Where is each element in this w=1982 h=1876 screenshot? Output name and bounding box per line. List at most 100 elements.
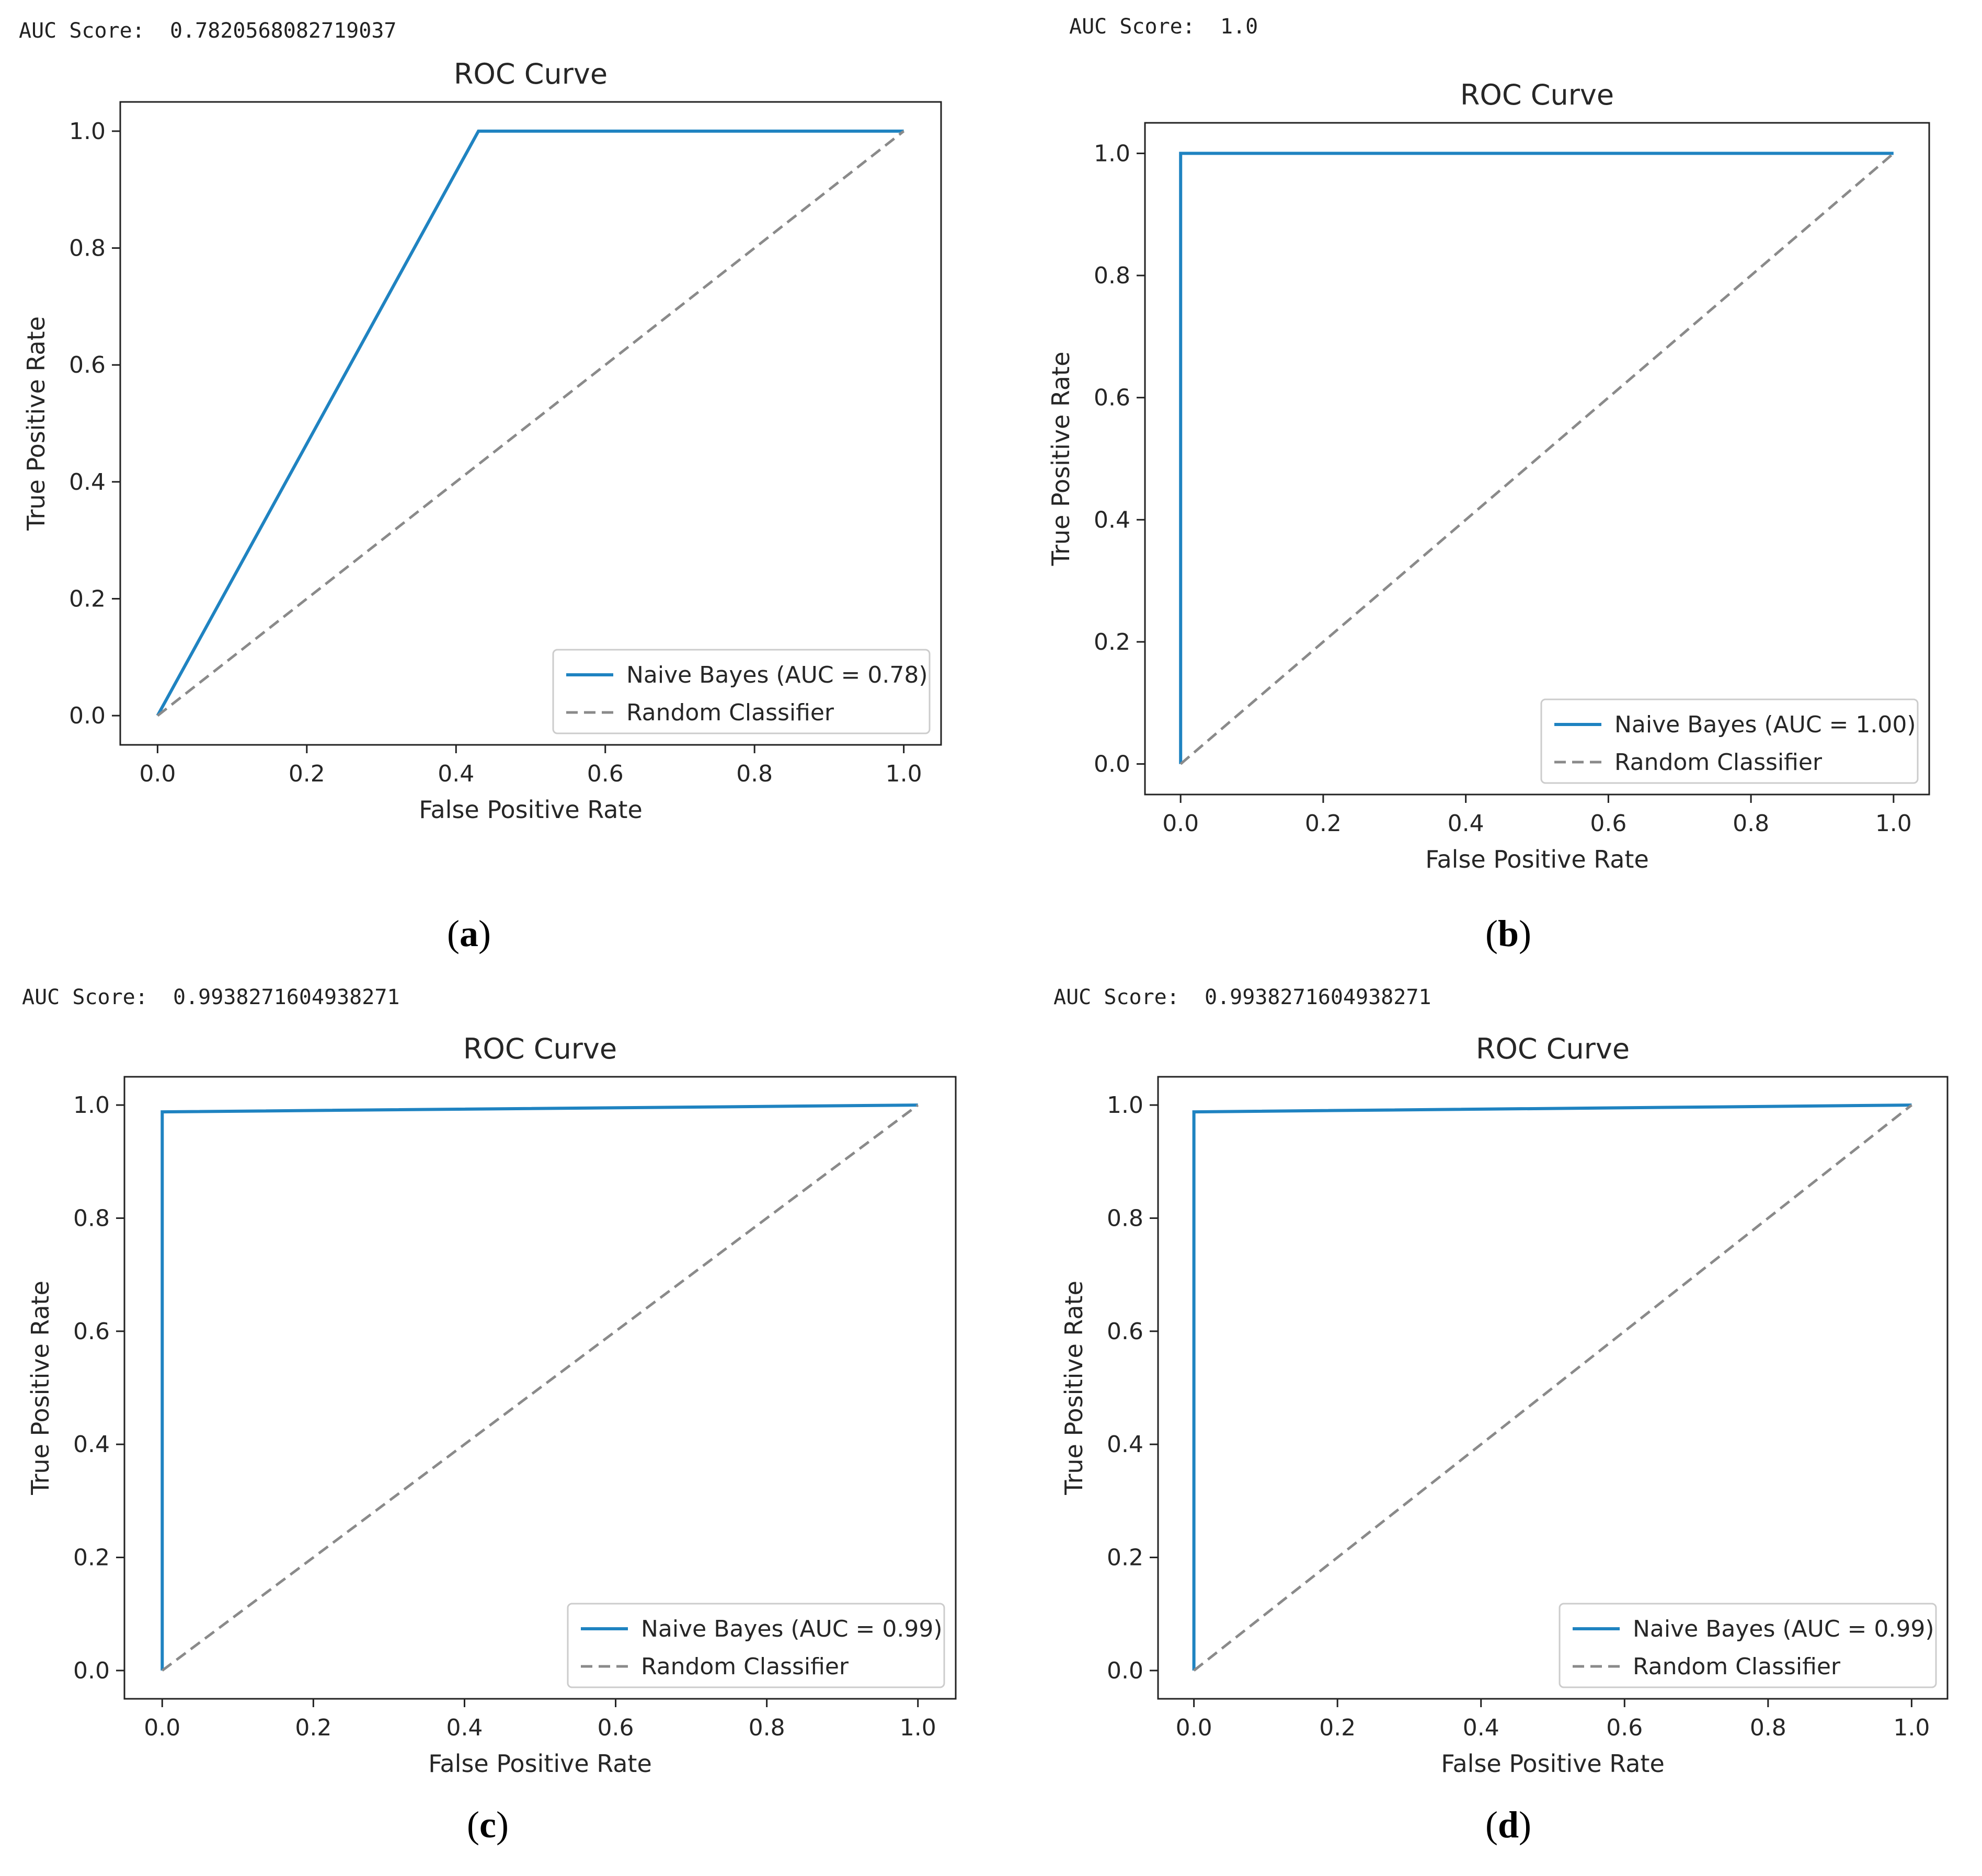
legend: Naive Bayes (AUC = 1.00) Random Classifie…	[1540, 698, 1919, 784]
auc-score-value: 1.0	[1220, 15, 1258, 39]
panel-caption-d: (d)	[1485, 1804, 1532, 1846]
x-tick-label: 0.8	[736, 761, 773, 787]
plot-area-frame	[1144, 122, 1930, 796]
x-tick-label: 0.8	[1733, 810, 1769, 837]
y-tick-label: 0.4	[73, 1431, 110, 1458]
y-tick-label: 0.6	[73, 1318, 110, 1345]
x-tick-label: 0.2	[1319, 1714, 1356, 1741]
legend-box	[567, 1603, 945, 1688]
y-tick-label: 0.4	[69, 469, 106, 496]
y-tick-label: 0.2	[1107, 1545, 1143, 1571]
x-tick-label: 1.0	[900, 1714, 936, 1741]
roc-chart-c: ROC Curve 0.0 0.2 0.4 0.6 0.8 1.0 0.0 0.2 0.4 0.6 0…	[26, 1032, 957, 1778]
plot-area-frame	[119, 101, 942, 746]
x-tick-label: 0.8	[1750, 1714, 1786, 1741]
x-tick-label: 0.6	[587, 761, 624, 787]
random-classifier-line	[1193, 1104, 1912, 1672]
roc-chart-b: ROC Curve 0.0 0.2 0.4 0.6 0.8 1.0 0.0 0.2 0.4 0.6 0…	[1047, 78, 1930, 873]
legend-box	[1559, 1603, 1937, 1688]
legend-entry-label: Naive Bayes (AUC = 1.00)	[1614, 711, 1916, 738]
x-tick-label: 0.6	[1590, 810, 1626, 837]
x-axis-label: False Positive Rate	[1441, 1750, 1665, 1778]
legend: Naive Bayes (AUC = 0.99) Random Classifie…	[1559, 1603, 1937, 1688]
legend: Naive Bayes (AUC = 0.99) Random Classifie…	[567, 1603, 945, 1688]
auc-score-value: 0.9938271604938271	[1205, 985, 1431, 1009]
auc-score-label: AUC Score:	[1053, 985, 1179, 1009]
y-tick-label: 0.6	[1107, 1318, 1143, 1345]
x-tick-label: 0.4	[438, 761, 474, 787]
legend-entry-label: Naive Bayes (AUC = 0.78)	[626, 662, 928, 688]
y-tick-label: 1.0	[69, 118, 106, 145]
auc-score-readout-b: AUC Score: 1.0	[1069, 15, 1258, 39]
roc-chart-a: ROC Curve 0.0 0.2 0.4 0.6 0.8 1.0 0.0 0.2 0.4 0.6 0…	[22, 57, 942, 824]
y-tick-label: 1.0	[73, 1092, 110, 1119]
chart-title: ROC Curve	[1476, 1032, 1630, 1065]
roc-curve-line	[1192, 1103, 1912, 1671]
x-tick-label: 1.0	[886, 761, 922, 787]
x-tick-label: 0.2	[289, 761, 325, 787]
x-tick-label: 0.0	[1176, 1714, 1212, 1741]
x-tick-label: 0.0	[1162, 810, 1199, 837]
plot-area-frame	[1157, 1076, 1949, 1700]
y-axis-label: True Positive Rate	[1047, 352, 1075, 567]
auc-score-readout-d: AUC Score: 0.9938271604938271	[1053, 985, 1431, 1009]
x-tick-label: 0.8	[749, 1714, 785, 1741]
y-tick-label: 1.0	[1094, 140, 1130, 167]
chart-title: ROC Curve	[463, 1032, 617, 1065]
x-tick-label: 1.0	[1893, 1714, 1930, 1741]
panel-caption-b: (b)	[1485, 913, 1532, 954]
y-tick-label: 0.0	[1107, 1658, 1143, 1684]
roc-curve-line	[161, 1103, 918, 1671]
auc-score-readout-a: AUC Score: 0.7820568082719037	[19, 19, 396, 43]
x-tick-label: 0.4	[1463, 1714, 1499, 1741]
roc-curve-line	[1179, 152, 1894, 764]
random-classifier-line	[156, 130, 905, 717]
x-tick-label: 0.0	[144, 1714, 180, 1741]
x-tick-label: 1.0	[1875, 810, 1912, 837]
y-tick-label: 0.2	[69, 585, 106, 612]
legend-entry-label: Random Classifier	[641, 1653, 849, 1680]
chart-title: ROC Curve	[454, 57, 608, 90]
panel-caption-c: (c)	[467, 1804, 509, 1846]
legend-entry-label: Random Classifier	[1614, 749, 1823, 776]
y-tick-label: 0.6	[69, 352, 106, 378]
y-tick-label: 0.4	[1094, 507, 1130, 533]
x-tick-label: 0.2	[1305, 810, 1342, 837]
auc-score-label: AUC Score:	[1069, 15, 1195, 39]
y-tick-label: 0.0	[1094, 751, 1130, 778]
legend-box	[552, 649, 931, 734]
y-tick-label: 0.8	[1094, 262, 1130, 289]
legend-entry-label: Random Classifier	[1633, 1653, 1841, 1680]
x-tick-label: 0.2	[295, 1714, 331, 1741]
y-tick-label: 0.8	[1107, 1205, 1143, 1232]
y-tick-label: 0.8	[69, 235, 106, 262]
x-axis-label: False Positive Rate	[1425, 845, 1649, 873]
auc-score-value: 0.7820568082719037	[170, 19, 397, 43]
x-tick-label: 0.0	[139, 761, 176, 787]
random-classifier-line	[1179, 152, 1895, 765]
x-axis-label: False Positive Rate	[419, 796, 643, 824]
y-tick-label: 0.8	[73, 1205, 110, 1232]
y-tick-label: 0.2	[73, 1545, 110, 1571]
plot-area-frame	[123, 1076, 957, 1700]
random-classifier-line	[161, 1104, 919, 1672]
auc-score-label: AUC Score:	[19, 19, 145, 43]
roc-chart-d: ROC Curve 0.0 0.2 0.4 0.6 0.8 1.0 0.0 0.2 0.4 0.6 0…	[1060, 1032, 1949, 1778]
y-tick-label: 0.0	[73, 1658, 110, 1684]
y-tick-label: 0.2	[1094, 629, 1130, 655]
legend-entry-label: Naive Bayes (AUC = 0.99)	[641, 1616, 943, 1642]
y-tick-label: 1.0	[1107, 1092, 1143, 1119]
y-tick-label: 0.0	[69, 703, 106, 729]
x-tick-label: 0.6	[1606, 1714, 1643, 1741]
y-axis-label: True Positive Rate	[22, 316, 50, 531]
auc-score-value: 0.9938271604938271	[173, 985, 400, 1009]
x-tick-label: 0.4	[446, 1714, 483, 1741]
legend-entry-label: Random Classifier	[626, 699, 834, 726]
legend-entry-label: Naive Bayes (AUC = 0.99)	[1633, 1616, 1934, 1642]
roc-curve-line	[156, 129, 904, 717]
y-tick-label: 0.4	[1107, 1431, 1143, 1458]
auc-score-readout-c: AUC Score: 0.9938271604938271	[22, 985, 399, 1009]
legend-box	[1540, 698, 1919, 784]
x-tick-label: 0.6	[598, 1714, 634, 1741]
x-tick-label: 0.4	[1448, 810, 1484, 837]
